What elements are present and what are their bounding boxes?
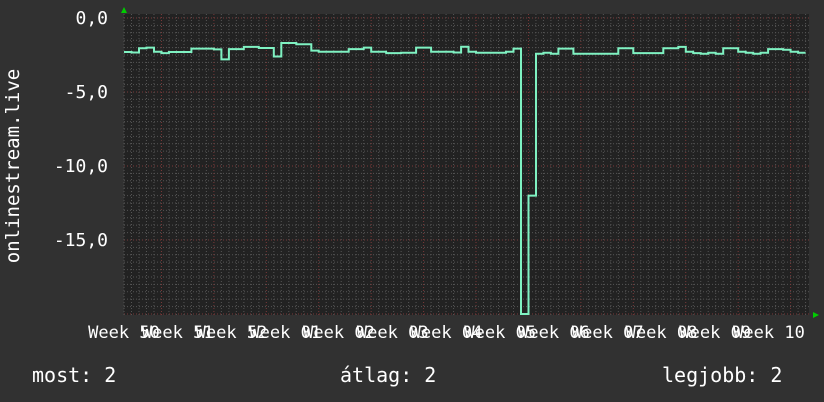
y-tick-label: -15,0	[54, 230, 108, 251]
x-tick-label: Week 03	[357, 323, 429, 343]
x-tick-label: Week 07	[572, 323, 644, 343]
x-tick-label: Week 02	[303, 323, 375, 343]
y-axis-arrow-icon	[121, 7, 127, 13]
series-line	[124, 42, 806, 315]
x-tick-label: Week 50	[88, 323, 160, 343]
x-axis-arrow-icon	[813, 312, 819, 318]
x-tick-label: Week 04	[411, 323, 483, 343]
y-tick-label: -5,0	[65, 82, 108, 103]
plot-area	[124, 14, 809, 315]
x-tick-label: Week 52	[196, 323, 268, 343]
y-tick-label: -10,0	[54, 156, 108, 177]
legend-max: legjobb: 2	[662, 363, 783, 387]
legend-average: átlag: 2	[340, 363, 437, 387]
y-axis-label: onlinestream.live	[2, 69, 24, 263]
x-tick-label: Week 51	[142, 323, 214, 343]
x-tick-label: Week 06	[518, 323, 590, 343]
x-tick-label: Week 05	[464, 323, 536, 343]
x-tick-label: Week 01	[249, 323, 321, 343]
y-tick-label: 0,0	[75, 8, 108, 29]
x-tick-label: Week 08	[626, 323, 698, 343]
x-tick-label: Week 10	[733, 323, 805, 343]
legend-current: most: 2	[32, 363, 117, 387]
x-tick-label: Week 09	[679, 323, 751, 343]
